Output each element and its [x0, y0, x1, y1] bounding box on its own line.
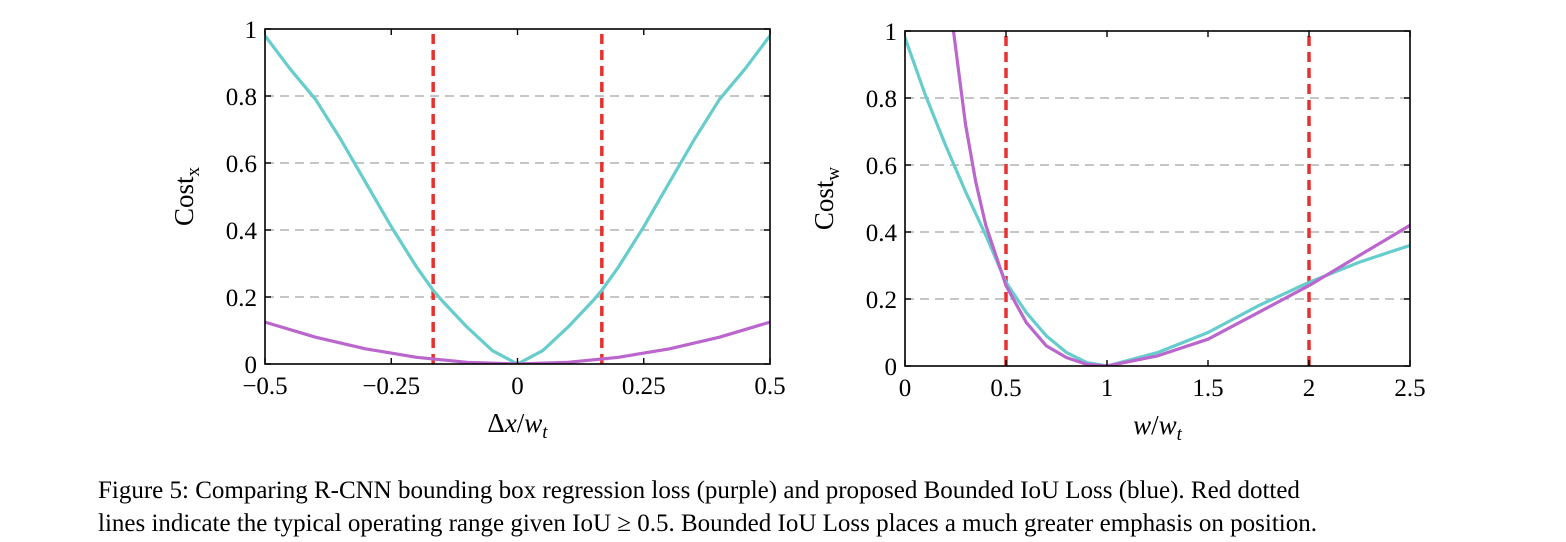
y-tick-label-1: 0.2	[226, 285, 257, 312]
x-tick-label-3: 0.25	[622, 373, 666, 400]
x-tick-label-4: 2	[1303, 375, 1316, 402]
x-tick-label-2: 0	[511, 373, 524, 400]
y-tick-label-3: 0.6	[866, 153, 897, 180]
x-tick-label-0: 0	[899, 375, 912, 402]
x-tick-label-1: 0.5	[990, 375, 1021, 402]
y-tick-label-0: 0	[245, 352, 258, 379]
plot-frame	[264, 28, 771, 365]
y-axis-label: Costx	[169, 166, 204, 226]
y-tick-label-4: 0.8	[226, 84, 257, 111]
x-tick-label-1: −0.25	[362, 373, 420, 400]
series-line-0	[265, 34, 770, 364]
y-tick-label-5: 1	[885, 19, 898, 46]
caption-line-1: Figure 5: Comparing R-CNN bounding box r…	[98, 477, 1300, 504]
x-tick-label-3: 1.5	[1192, 375, 1223, 402]
x-tick-label-4: 0.5	[754, 373, 785, 400]
x-tick-label-0: −0.5	[242, 373, 287, 400]
series-line-0	[905, 36, 1410, 366]
y-tick-label-4: 0.8	[866, 86, 897, 113]
x-axis-label: w/wt	[1133, 410, 1183, 445]
x-tick-label-5: 2.5	[1394, 375, 1425, 402]
y-tick-label-5: 1	[245, 17, 258, 44]
series-line-1	[265, 320, 770, 364]
plot-frame	[904, 30, 1411, 367]
figure-caption: Figure 5: Comparing R-CNN bounding box r…	[98, 474, 1506, 540]
y-tick-label-2: 0.4	[866, 220, 898, 247]
y-tick-label-2: 0.4	[226, 218, 258, 245]
x-tick-label-2: 1	[1101, 375, 1114, 402]
x-axis-label: Δx/wt	[487, 408, 548, 443]
series-line-1	[951, 31, 1410, 366]
y-tick-label-1: 0.2	[866, 287, 897, 314]
chart-cost-x: −0.5 −0.25 0 0.25 0.5 0 0.2 0.4 0.6 0.8 1 Δx/wt Cost…	[169, 17, 786, 443]
y-tick-label-0: 0	[885, 354, 898, 381]
chart-cost-w: 0 0.5 1 1.5 2 2.5 0 0.2 0.4 0.6 0.8 1 w/wt Costw	[809, 19, 1426, 445]
caption-line-2: lines indicate the typical operating ran…	[98, 510, 1317, 537]
y-axis-label: Costw	[809, 167, 844, 231]
y-tick-label-3: 0.6	[226, 151, 257, 178]
